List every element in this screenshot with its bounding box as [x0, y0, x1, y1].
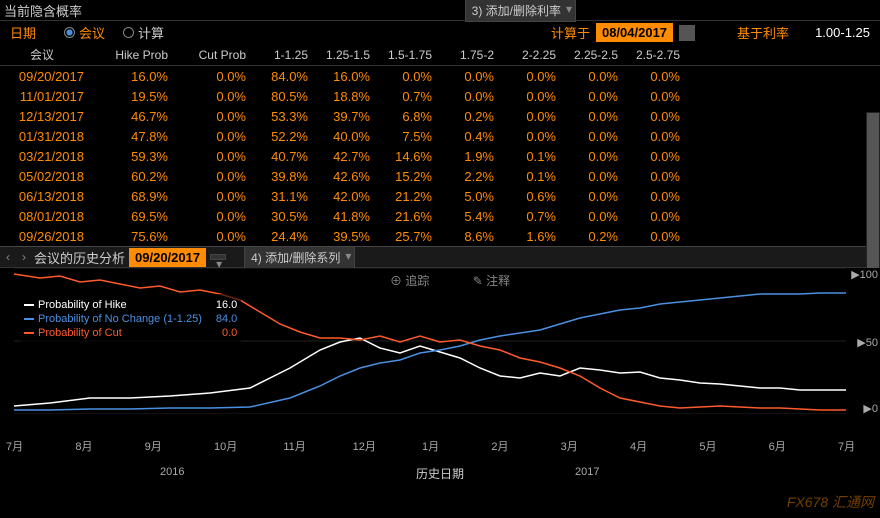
- table-row: 12/13/201746.7%0.0%53.3%39.7%6.8%0.2%0.0…: [0, 106, 880, 126]
- mode-meeting-radio[interactable]: 会议: [64, 23, 105, 42]
- chart-legend: Probability of Hike16.0Probability of No…: [20, 294, 241, 344]
- chart-date-dropdown[interactable]: [210, 254, 226, 260]
- watermark: FX678 汇通网: [787, 492, 874, 512]
- table-row: 11/01/201719.5%0.0%80.5%18.8%0.7%0.0%0.0…: [0, 86, 880, 106]
- calc-to-label: 计算于: [551, 23, 590, 42]
- add-remove-rate-dropdown[interactable]: 3) 添加/删除利率: [465, 0, 576, 22]
- probability-table: 会议 Hike Prob Cut Prob 1-1.25 1.25-1.5 1.…: [0, 44, 880, 246]
- date-label: 日期: [10, 23, 36, 42]
- table-row: 01/31/201847.8%0.0%52.2%40.0%7.5%0.4%0.0…: [0, 126, 880, 146]
- add-remove-series-dropdown[interactable]: 4) 添加/删除系列: [244, 246, 355, 269]
- mode-calc-radio[interactable]: 计算: [123, 23, 164, 42]
- based-on-rate-label: 基于利率: [737, 23, 789, 42]
- table-row: 09/20/201716.0%0.0%84.0%16.0%0.0%0.0%0.0…: [0, 66, 880, 86]
- calendar-icon[interactable]: [679, 25, 695, 41]
- table-row: 09/26/201875.6%0.0%24.4%39.5%25.7%8.6%1.…: [0, 226, 880, 246]
- table-row: 06/13/201868.9%0.0%31.1%42.0%21.2%5.0%0.…: [0, 186, 880, 206]
- title-label: 当前隐含概率: [4, 1, 82, 20]
- table-row: 03/21/201859.3%0.0%40.7%42.7%14.6%1.9%0.…: [0, 146, 880, 166]
- chevron-left-icon[interactable]: ‹: [2, 250, 14, 264]
- rate-range: 1.00-1.25: [815, 25, 870, 40]
- history-chart: ⊕ 追踪 ✎ 注释 Probability of Hike16.0Probabi…: [0, 268, 880, 468]
- chevron-right-icon[interactable]: ›: [18, 250, 30, 264]
- chart-date-input[interactable]: 09/20/2017: [129, 248, 206, 267]
- table-row: 08/01/201869.5%0.0%30.5%41.8%21.6%5.4%0.…: [0, 206, 880, 226]
- calc-date-input[interactable]: 08/04/2017: [596, 23, 673, 42]
- table-row: 05/02/201860.2%0.0%39.8%42.6%15.2%2.2%0.…: [0, 166, 880, 186]
- history-analysis-label: 会议的历史分析: [34, 248, 125, 267]
- table-header-row: 会议 Hike Prob Cut Prob 1-1.25 1.25-1.5 1.…: [0, 44, 880, 66]
